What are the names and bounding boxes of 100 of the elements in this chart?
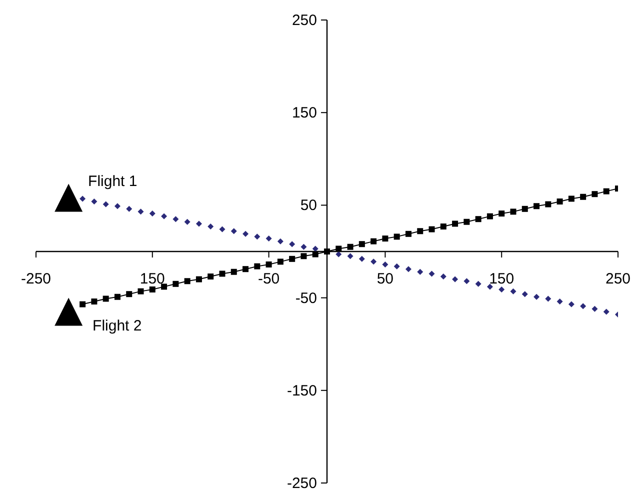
x-tick-label: 50 xyxy=(376,270,394,288)
point xyxy=(300,244,307,250)
point xyxy=(394,234,400,240)
y-tick-label: 250 xyxy=(292,12,317,29)
point xyxy=(580,194,586,200)
y-tick-label: 150 xyxy=(292,104,317,122)
point xyxy=(324,248,330,254)
point xyxy=(114,203,120,210)
point xyxy=(254,234,260,240)
point xyxy=(464,278,470,284)
point xyxy=(592,306,598,312)
x-tick-label: -250 xyxy=(20,270,52,288)
point xyxy=(475,216,482,222)
point xyxy=(358,256,365,262)
point xyxy=(54,184,83,212)
point xyxy=(370,258,377,265)
point xyxy=(230,228,237,234)
point xyxy=(289,256,296,262)
point xyxy=(486,284,493,290)
point xyxy=(452,276,458,282)
point xyxy=(475,280,482,287)
point xyxy=(428,270,435,277)
point xyxy=(80,301,86,308)
point xyxy=(382,261,388,268)
point xyxy=(114,294,120,300)
point xyxy=(300,253,307,260)
point xyxy=(336,246,342,252)
point xyxy=(54,298,83,326)
point xyxy=(208,224,214,230)
point xyxy=(417,268,424,275)
point xyxy=(382,236,388,242)
point xyxy=(161,284,168,290)
point xyxy=(277,238,284,244)
point xyxy=(312,246,318,252)
series-label: Flight 1 xyxy=(88,173,138,190)
point xyxy=(138,208,144,215)
point xyxy=(568,301,574,308)
point xyxy=(91,298,98,305)
point xyxy=(126,206,132,212)
point xyxy=(545,201,552,208)
y-tick-label: 50 xyxy=(300,197,317,214)
point xyxy=(534,203,540,210)
point xyxy=(556,198,563,204)
point xyxy=(242,230,249,237)
point xyxy=(603,308,610,315)
point xyxy=(592,191,598,198)
point xyxy=(498,210,505,217)
point xyxy=(405,230,412,237)
series-label: Flight 2 xyxy=(92,317,142,334)
point xyxy=(102,201,109,208)
point xyxy=(440,274,446,280)
point xyxy=(219,270,226,277)
point xyxy=(440,224,446,230)
point xyxy=(510,288,516,294)
point xyxy=(312,251,318,258)
point xyxy=(347,253,354,260)
point xyxy=(486,213,493,220)
point xyxy=(556,298,563,305)
point xyxy=(417,228,424,234)
point xyxy=(545,296,552,302)
point xyxy=(464,218,470,225)
point xyxy=(580,303,586,310)
point xyxy=(428,226,435,232)
point xyxy=(347,244,354,250)
y-tick-label: -150 xyxy=(286,382,317,400)
point xyxy=(277,258,284,265)
y-tick-label: -50 xyxy=(295,290,317,307)
point xyxy=(184,278,190,284)
x-tick-label: 150 xyxy=(140,270,165,288)
x-tick-label: 150 xyxy=(489,270,514,288)
point xyxy=(289,241,296,248)
point xyxy=(149,210,156,217)
point xyxy=(80,196,86,202)
point xyxy=(254,263,260,270)
point xyxy=(522,206,528,212)
point xyxy=(91,198,98,204)
point xyxy=(534,294,540,300)
point xyxy=(208,274,214,280)
point xyxy=(219,226,226,232)
point xyxy=(394,263,400,270)
point xyxy=(126,291,132,298)
point xyxy=(184,218,190,225)
y-tick-label: -250 xyxy=(286,475,317,492)
point xyxy=(358,241,365,248)
x-tick-label: 250 xyxy=(605,270,631,288)
point xyxy=(336,251,342,258)
point xyxy=(568,196,574,202)
point xyxy=(510,208,516,215)
point xyxy=(405,266,412,272)
point xyxy=(603,188,610,194)
point xyxy=(172,280,179,287)
point xyxy=(161,213,168,220)
point xyxy=(522,291,528,298)
point xyxy=(149,286,156,292)
x-tick-label: -50 xyxy=(258,270,280,288)
point xyxy=(242,266,249,272)
point xyxy=(370,238,377,244)
point xyxy=(172,216,179,222)
point xyxy=(266,236,272,242)
point xyxy=(138,288,144,294)
